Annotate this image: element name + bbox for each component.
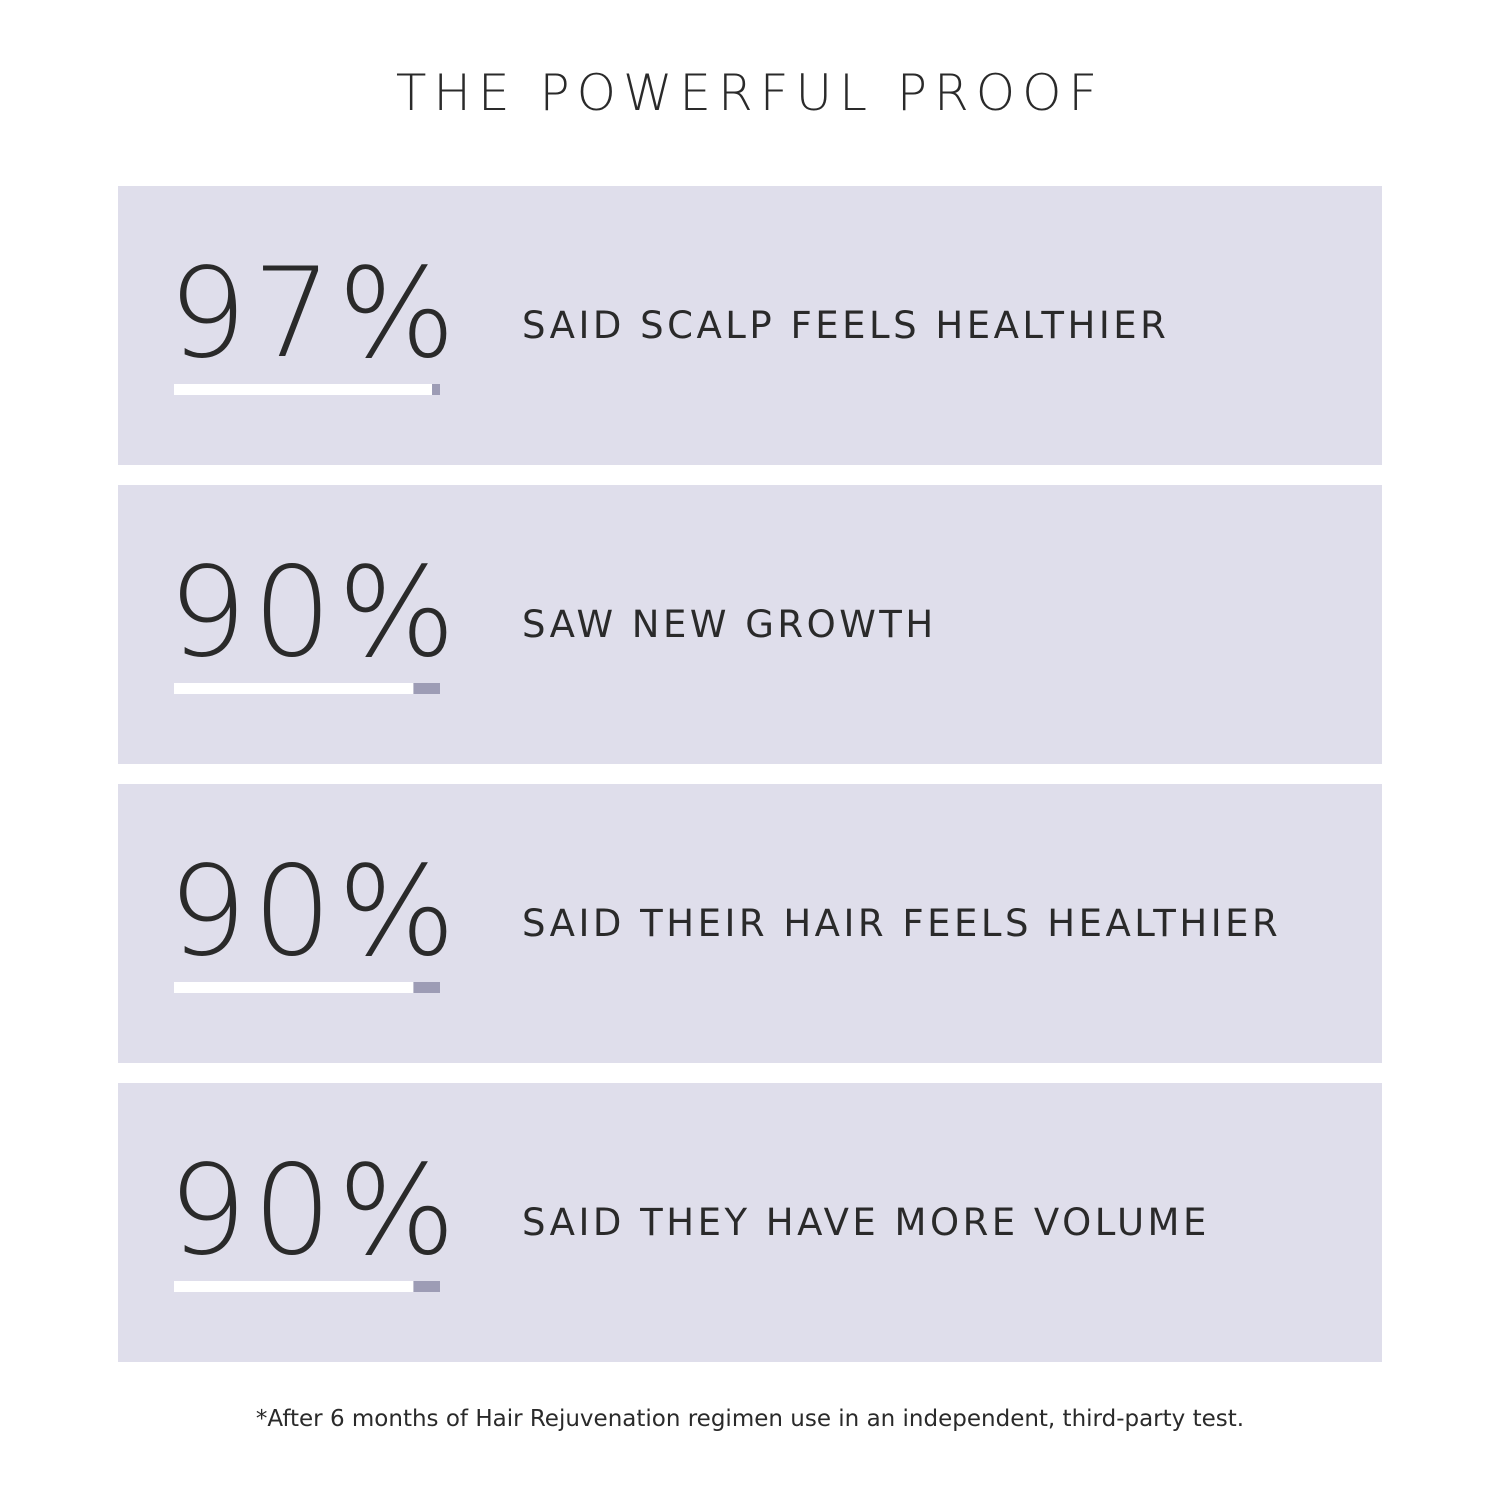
stat-label: SAW NEW GROWTH (522, 603, 937, 646)
footnote: *After 6 months of Hair Rejuvenation reg… (256, 1406, 1244, 1432)
panel (118, 1083, 1382, 1362)
percent-label: 90% (168, 541, 462, 685)
panel (118, 186, 1382, 465)
percent-label: 90% (168, 1139, 462, 1283)
bar (174, 1281, 414, 1292)
percent-label: 97% (168, 242, 462, 386)
stat-label: SAID SCALP FEELS HEALTHIER (522, 304, 1169, 347)
panel (118, 485, 1382, 764)
stat-label: SAID THEY HAVE MORE VOLUME (522, 1201, 1210, 1244)
stat-label: SAID THEIR HAIR FEELS HEALTHIER (522, 902, 1281, 945)
bar (174, 982, 414, 993)
bar (174, 683, 414, 694)
panel (118, 784, 1382, 1063)
title: THE POWERFUL PROOF (396, 64, 1104, 122)
bar (174, 384, 433, 395)
percent-label: 90% (168, 840, 462, 984)
